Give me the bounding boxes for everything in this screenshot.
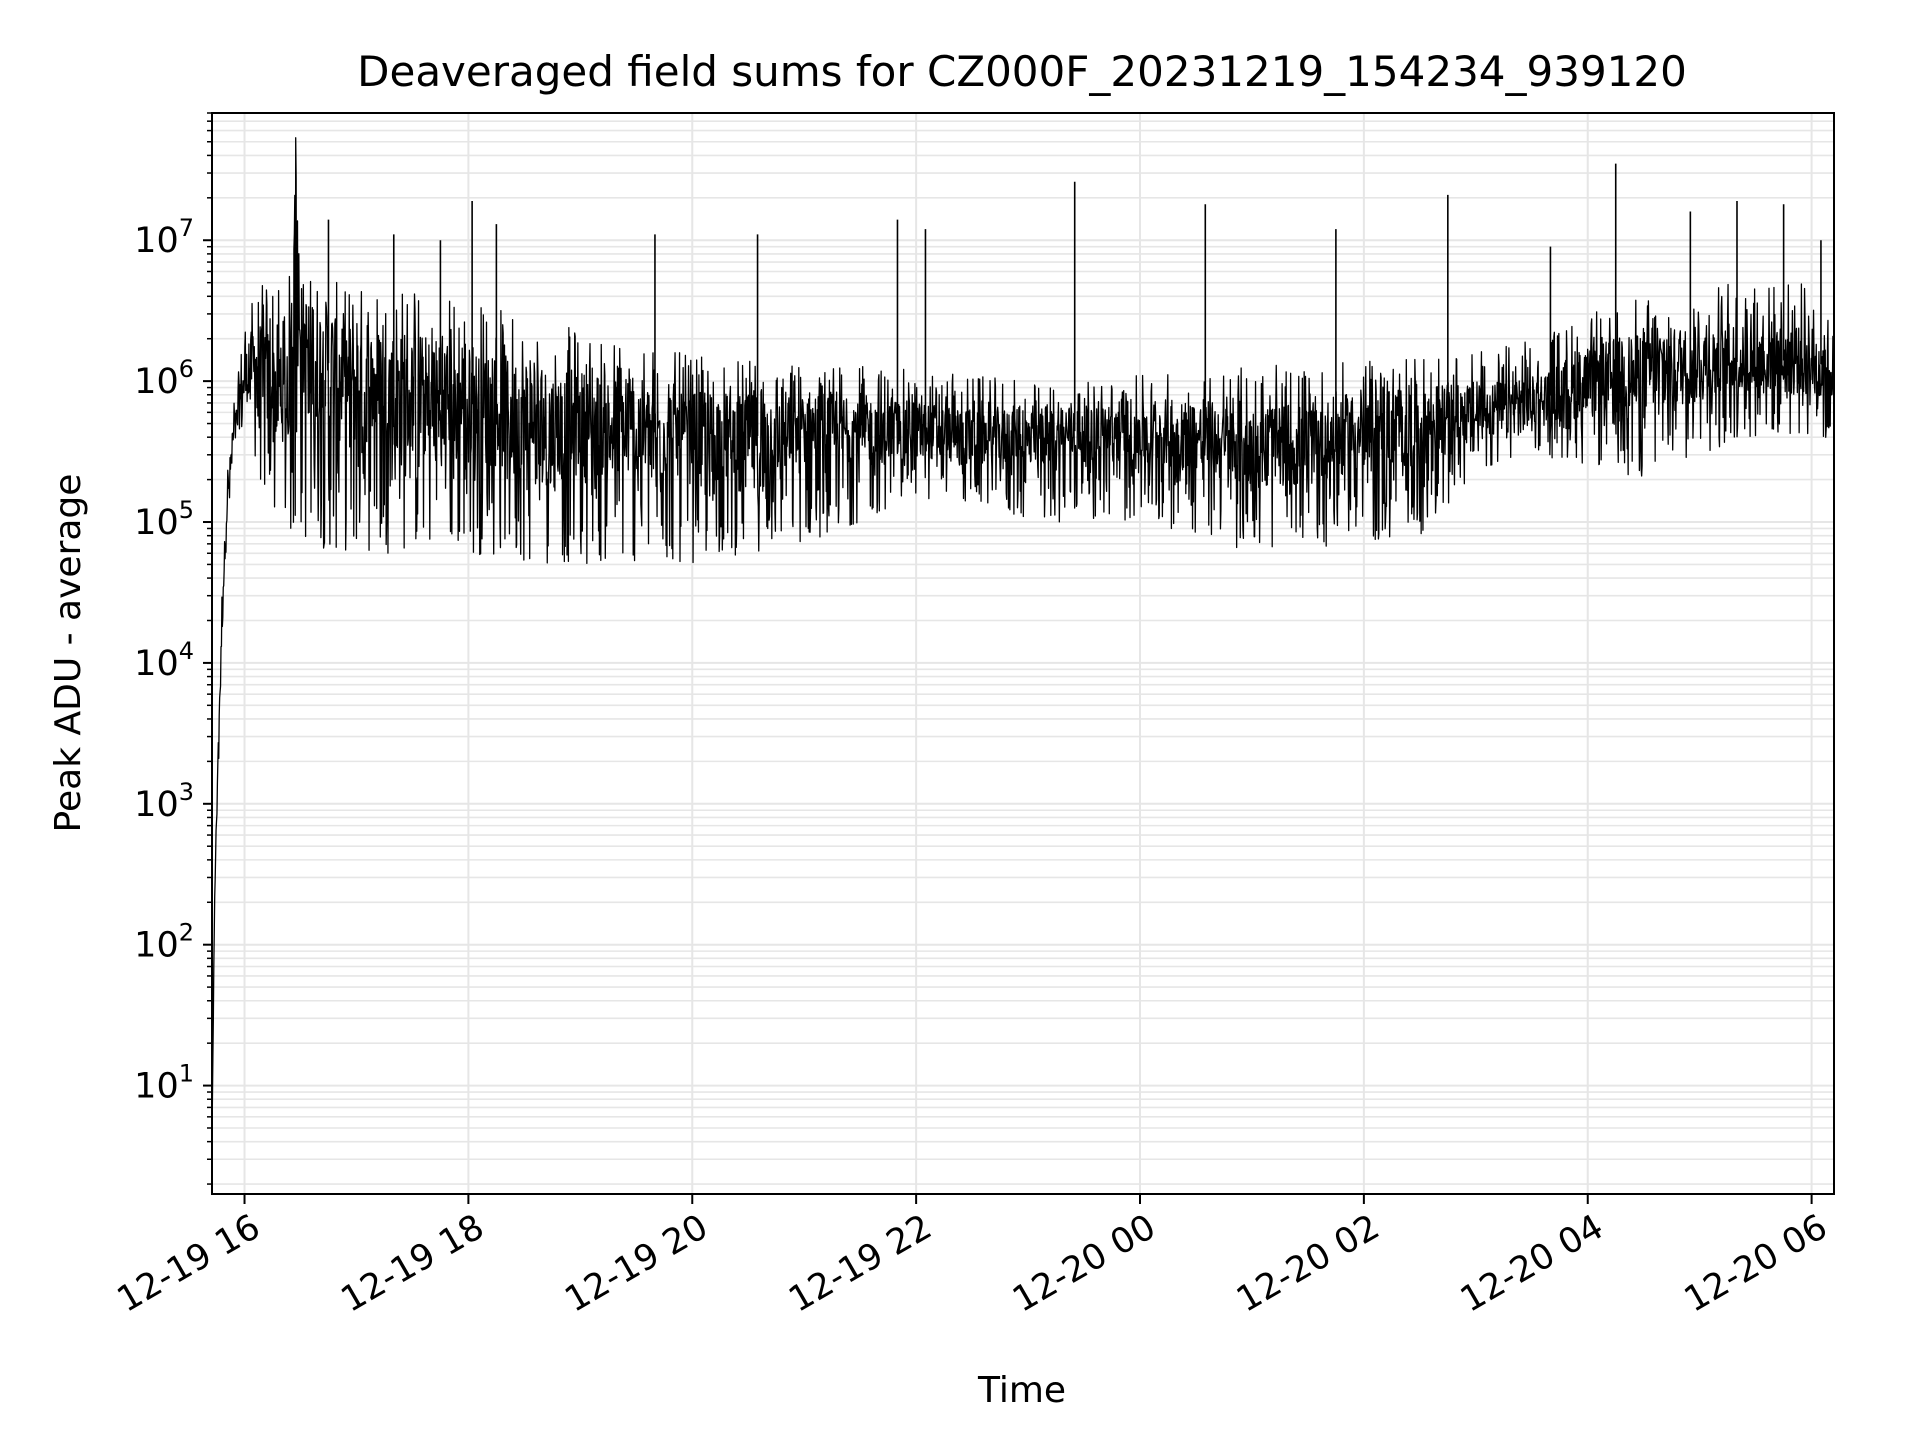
x-tick-label: 12-19 22 — [782, 1207, 938, 1320]
y-tick-label: 102 — [134, 919, 194, 966]
x-tick-label: 12-20 04 — [1454, 1207, 1610, 1320]
y-tick-label: 103 — [134, 778, 194, 825]
plot-data — [212, 137, 1834, 1142]
grid-lines — [212, 112, 1834, 1194]
y-tick-label: 105 — [134, 496, 194, 543]
x-tick-label: 12-20 02 — [1230, 1207, 1386, 1320]
x-tick-label: 12-19 20 — [558, 1207, 714, 1320]
series-line — [212, 137, 1834, 1142]
y-tick-label: 106 — [134, 355, 194, 402]
y-tick-label: 107 — [134, 214, 194, 261]
y-tick-label: 101 — [134, 1060, 194, 1107]
y-axis-label: Peak ADU - average — [48, 474, 89, 833]
axis-ticks: 101 102 103 104 105 106 107 12-19 16 12-19 18 12-… — [111, 112, 1834, 1320]
x-tick-label: 12-20 06 — [1678, 1207, 1834, 1320]
x-axis-label: Time — [977, 1370, 1066, 1411]
plot-frame — [211, 112, 1835, 1195]
x-tick-label: 12-20 00 — [1006, 1207, 1162, 1320]
chart-title: Deaveraged field sums for CZ000F_2023121… — [357, 47, 1687, 96]
y-tick-label: 104 — [134, 637, 194, 684]
x-tick-label: 12-19 16 — [111, 1207, 267, 1320]
x-tick-label: 12-19 18 — [335, 1207, 491, 1320]
